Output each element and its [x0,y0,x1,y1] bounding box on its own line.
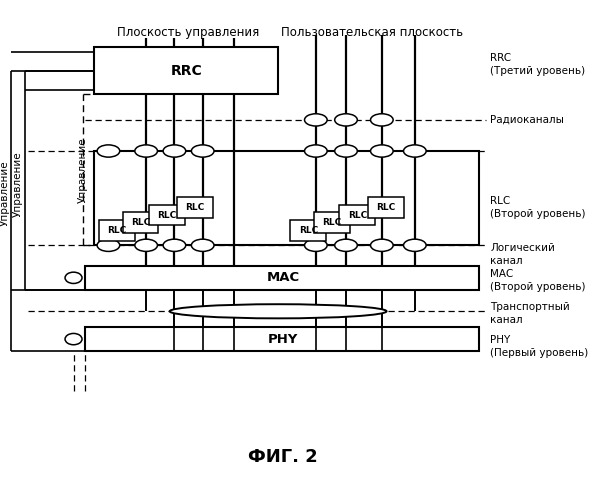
Text: Пользовательская плоскость: Пользовательская плоскость [281,26,463,38]
Bar [94,48,278,94]
Text: PHY: PHY [267,332,298,345]
Text: Логический
канал: Логический канал [490,243,555,266]
Text: MAC
(Второй уровень): MAC (Второй уровень) [490,268,586,292]
Bar [85,266,479,289]
Text: RLC: RLC [348,210,367,220]
Ellipse shape [371,145,393,157]
Ellipse shape [163,145,186,157]
Text: Управление: Управление [13,151,23,217]
Ellipse shape [65,334,82,345]
Text: RLC: RLC [157,210,177,220]
Ellipse shape [191,145,214,157]
Text: PHY
(Первый уровень): PHY (Первый уровень) [490,334,588,358]
Bar [340,204,375,226]
Text: Плоскость управления: Плоскость управления [117,26,260,38]
Ellipse shape [97,145,120,157]
Ellipse shape [65,272,82,283]
Text: RLC: RLC [108,226,127,234]
Text: Радиоканалы: Радиоканалы [490,115,564,125]
Ellipse shape [305,239,327,252]
Text: Транспортный
канал: Транспортный канал [490,302,570,325]
Ellipse shape [371,114,393,126]
Text: RLC: RLC [376,203,395,212]
Bar [99,220,135,240]
Ellipse shape [135,145,157,157]
Ellipse shape [371,239,393,252]
Ellipse shape [335,239,358,252]
Ellipse shape [305,145,327,157]
Ellipse shape [97,239,120,252]
Bar [314,212,350,233]
Ellipse shape [403,145,426,157]
Ellipse shape [135,239,157,252]
Text: MAC: MAC [266,272,299,284]
Ellipse shape [169,304,386,318]
Text: Управление: Управление [78,137,88,202]
Ellipse shape [163,239,186,252]
Bar [368,197,403,218]
Text: Управление: Управление [0,160,10,226]
Bar [177,197,213,218]
Text: RLC: RLC [131,218,150,227]
Text: RRC
(Третий уровень): RRC (Третий уровень) [490,52,585,76]
Bar [123,212,159,233]
Bar [149,204,185,226]
Ellipse shape [403,239,426,252]
Ellipse shape [191,239,214,252]
Ellipse shape [335,114,358,126]
Bar [85,328,479,351]
Text: RRC: RRC [170,64,202,78]
Ellipse shape [335,145,358,157]
Text: RLC: RLC [322,218,341,227]
Text: RLC: RLC [299,226,318,234]
Ellipse shape [305,114,327,126]
Text: ФИГ. 2: ФИГ. 2 [248,448,318,466]
Bar [290,220,326,240]
Text: RLC: RLC [186,203,205,212]
Bar [94,151,479,246]
Text: RLC
(Второй уровень): RLC (Второй уровень) [490,196,586,219]
